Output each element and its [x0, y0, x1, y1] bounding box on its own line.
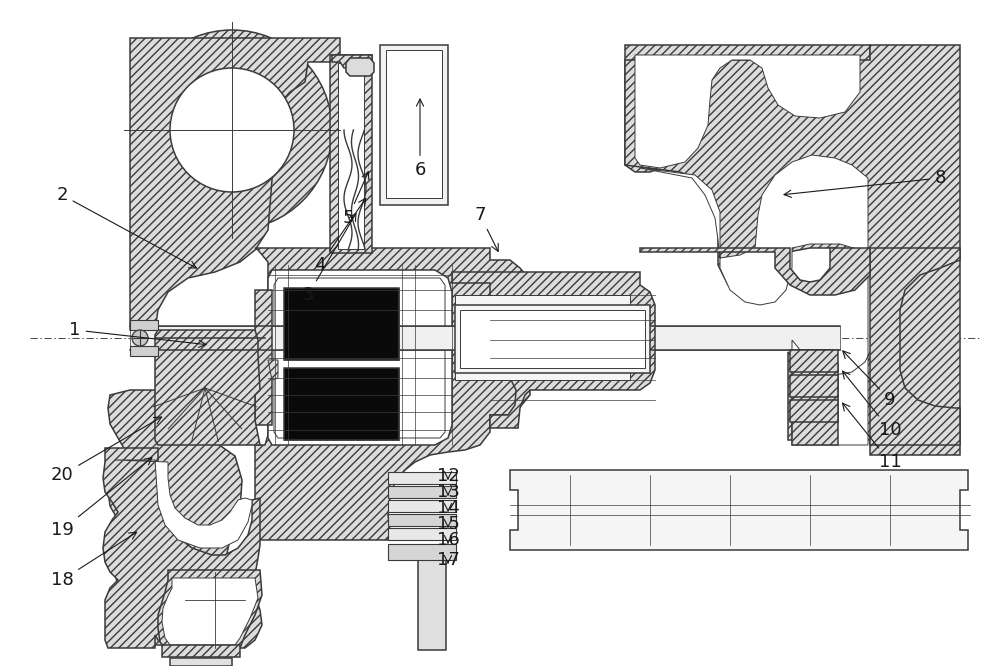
Text: 7: 7 [474, 206, 498, 251]
Polygon shape [640, 248, 870, 295]
Text: 10: 10 [843, 371, 901, 439]
Polygon shape [255, 290, 272, 425]
Bar [380, 45, 448, 205]
Polygon shape [268, 270, 452, 445]
Bar [790, 375, 838, 397]
Bar [130, 346, 158, 356]
Bar [386, 50, 442, 198]
Circle shape [170, 68, 294, 192]
Bar [455, 295, 630, 380]
Text: 2: 2 [56, 186, 196, 268]
Bar [130, 326, 840, 350]
Polygon shape [346, 58, 374, 76]
Bar [388, 472, 456, 484]
Text: 16: 16 [437, 531, 459, 549]
Bar [130, 320, 158, 330]
Polygon shape [158, 570, 262, 648]
Text: 8: 8 [784, 169, 946, 197]
Circle shape [132, 30, 332, 230]
Text: 5: 5 [342, 172, 369, 227]
Circle shape [132, 330, 148, 346]
Bar [162, 645, 240, 657]
Text: 17: 17 [437, 551, 459, 569]
Text: 15: 15 [437, 515, 459, 533]
Bar [790, 400, 838, 422]
Bar [388, 528, 456, 540]
Polygon shape [268, 360, 278, 380]
Text: 6: 6 [414, 99, 426, 179]
Text: 4: 4 [314, 198, 366, 274]
Bar [418, 560, 446, 650]
Text: 12: 12 [437, 467, 459, 485]
Polygon shape [103, 448, 262, 648]
Polygon shape [255, 248, 530, 540]
Bar [284, 288, 399, 360]
Bar [455, 305, 650, 373]
Polygon shape [510, 470, 968, 550]
Polygon shape [870, 248, 960, 445]
Bar [284, 288, 399, 360]
Polygon shape [274, 278, 445, 438]
Text: 3: 3 [302, 214, 356, 304]
Bar [284, 368, 399, 440]
Bar [330, 55, 372, 253]
Bar [170, 658, 232, 666]
Polygon shape [640, 155, 872, 445]
Text: 18: 18 [51, 532, 137, 589]
Bar [388, 486, 456, 498]
Text: 9: 9 [843, 351, 896, 409]
Text: 1: 1 [69, 321, 206, 348]
Bar [338, 63, 364, 249]
Polygon shape [452, 272, 655, 428]
Text: 19: 19 [51, 458, 152, 539]
Bar [388, 544, 456, 560]
Bar [790, 350, 838, 372]
Bar [388, 500, 456, 512]
Text: 20: 20 [51, 417, 162, 484]
Polygon shape [332, 55, 372, 68]
Polygon shape [130, 38, 340, 330]
Polygon shape [635, 55, 860, 168]
Text: 11: 11 [843, 403, 901, 471]
Text: 13: 13 [437, 483, 459, 501]
Polygon shape [625, 45, 870, 172]
Bar [388, 514, 456, 526]
Bar [460, 310, 645, 368]
Polygon shape [625, 45, 960, 455]
Polygon shape [792, 350, 838, 445]
Polygon shape [115, 460, 252, 548]
Polygon shape [108, 390, 242, 645]
Polygon shape [155, 330, 260, 445]
Text: 14: 14 [437, 499, 459, 517]
Bar [284, 368, 399, 440]
Polygon shape [162, 578, 258, 645]
